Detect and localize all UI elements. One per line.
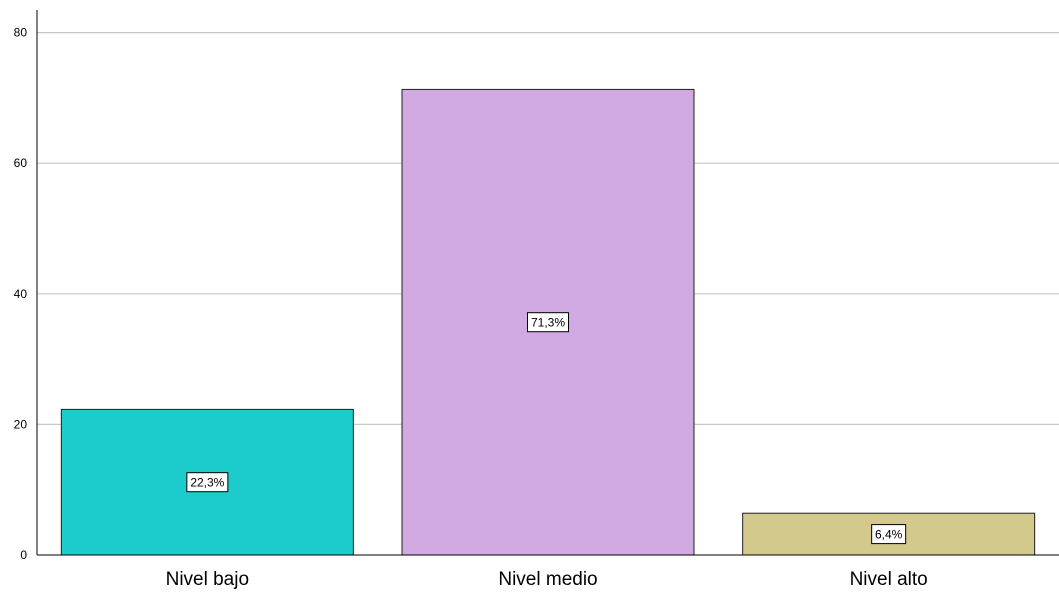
data-label-nivel-alto: 6,4% — [875, 528, 903, 542]
data-label-box-nivel-medio — [527, 312, 569, 333]
x-category-label-nivel-medio: Nivel medio — [498, 569, 597, 590]
y-tick-label-60: 60 — [14, 156, 28, 170]
x-category-label-nivel-bajo: Nivel bajo — [166, 569, 249, 590]
y-tick-label-20: 20 — [14, 417, 28, 431]
data-label-nivel-medio: 71,3% — [531, 316, 565, 330]
y-tick-label-0: 0 — [20, 548, 27, 562]
y-tick-label-40: 40 — [14, 287, 28, 301]
data-label-box-nivel-alto — [871, 524, 907, 545]
axis-layer — [36, 10, 1059, 556]
data-label-nivel-bajo: 22,3% — [190, 476, 224, 490]
labels-layer: 0 20 40 60 80 22,3% Nivel bajo 71,3% Nivel medio… — [14, 26, 928, 590]
y-tick-label-80: 80 — [14, 26, 28, 40]
x-category-label-nivel-alto: Nivel alto — [850, 569, 928, 590]
data-label-box-nivel-bajo — [186, 472, 229, 493]
